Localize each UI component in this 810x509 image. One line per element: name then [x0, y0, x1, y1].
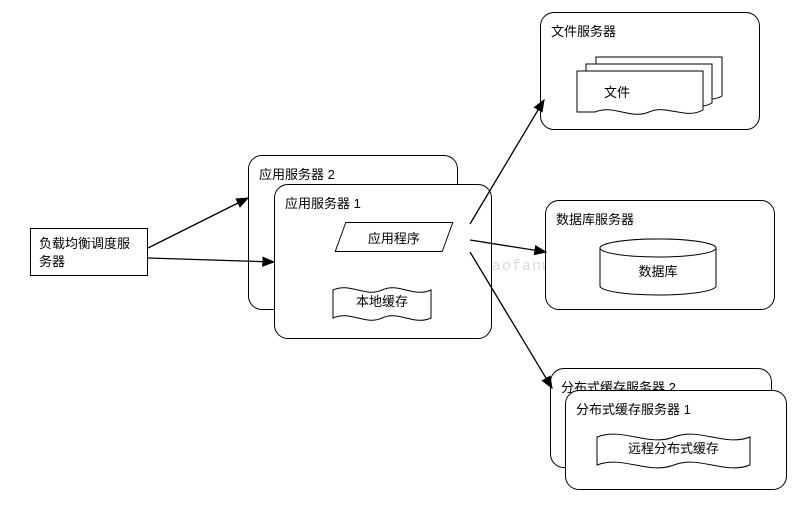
app-server-2-label: 应用服务器 2 [259, 167, 335, 182]
application-label: 应用程序 [368, 228, 420, 247]
load-balancer-label-2: 务器 [39, 254, 65, 269]
node-load-balancer: 负载均衡调度服 务器 [30, 228, 148, 276]
files-doc-label: 文件 [604, 82, 630, 101]
file-server-label: 文件服务器 [551, 24, 616, 39]
app-server-1-label: 应用服务器 1 [285, 196, 361, 211]
node-files-doc: 文件 [576, 56, 726, 120]
edge-load_balancer-to-app_server_2 [148, 198, 248, 248]
dist-cache-1-label: 分布式缓存服务器 1 [576, 402, 691, 417]
node-database: 数据库 [598, 238, 718, 296]
node-application: 应用程序 [335, 222, 454, 252]
database-label: 数据库 [598, 261, 718, 280]
node-local-cache: 本地缓存 [332, 284, 432, 324]
diagram-canvas: http://blog.csdn.net/chaofanwei 负载均衡调度服 … [0, 0, 810, 509]
db-server-label: 数据库服务器 [556, 212, 634, 227]
remote-cache-label: 远程分布式缓存 [596, 438, 751, 457]
load-balancer-label-1: 负载均衡调度服 [39, 236, 130, 251]
local-cache-label: 本地缓存 [332, 291, 432, 310]
node-remote-cache: 远程分布式缓存 [596, 430, 751, 472]
